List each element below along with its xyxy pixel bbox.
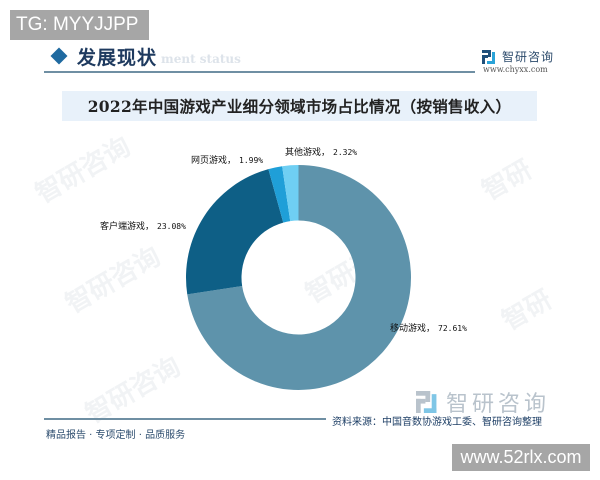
section-title: 发展现状 (77, 46, 158, 69)
slice-label-mobile: 移动游戏， 72.61% (390, 324, 467, 334)
brand-logo-bottom: 智研咨询 (416, 386, 550, 418)
donut-slice (185, 169, 284, 295)
overlay-badge-bottom: www.52rlx.com (452, 444, 590, 471)
section-header: 发展现状 ment status (50, 44, 241, 69)
slice-label-client: 客户端游戏， 23.08% (100, 222, 186, 232)
brand-logo-top: 智研咨询 (482, 48, 554, 65)
donut-slice (268, 166, 291, 223)
data-source: 资料来源：中国音数协游戏工委、智研咨询整理 (332, 417, 542, 428)
section-subtitle: ment status (161, 52, 241, 66)
slice-label-other: 其他游戏， 2.32% (285, 148, 358, 158)
brand-logo-icon (416, 391, 437, 413)
slice-label-web: 网页游戏， 1.99% (191, 156, 264, 166)
chart-title: 2022年中国游戏产业细分领域市场占比情况（按销售收入） (87, 97, 512, 116)
brand-logo-icon (482, 49, 495, 64)
donut-slice (282, 165, 299, 222)
brand-name-footer: 智研咨询 (446, 392, 551, 417)
chart-title-bar: 2022年中国游戏产业细分领域市场占比情况（按销售收入） (62, 91, 537, 121)
brand-name: 智研咨询 (502, 50, 555, 64)
header-divider (44, 71, 475, 73)
footer-divider (44, 418, 326, 420)
overlay-badge-top: TG: MYYJJPP (10, 10, 149, 40)
donut-slice (187, 165, 411, 391)
brand-url: www.chyxx.com (483, 65, 548, 74)
tagline: 精品报告 · 专项定制 · 品质服务 (46, 430, 186, 441)
